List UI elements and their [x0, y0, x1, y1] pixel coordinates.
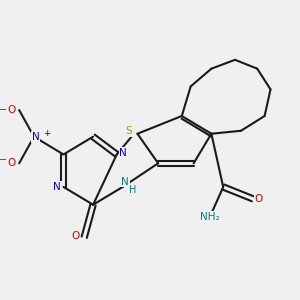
Text: N: N [121, 177, 129, 187]
Text: N: N [32, 132, 39, 142]
Text: O: O [8, 105, 16, 115]
Text: O: O [8, 158, 16, 168]
Text: S: S [126, 126, 133, 136]
Text: N: N [119, 148, 127, 158]
Text: −: − [0, 155, 7, 165]
Text: +: + [43, 129, 50, 138]
Text: NH₂: NH₂ [200, 212, 220, 221]
Text: H: H [129, 185, 137, 195]
Text: O: O [255, 194, 263, 204]
Text: O: O [71, 231, 80, 241]
Text: −: − [0, 105, 7, 115]
Text: N: N [53, 182, 61, 192]
